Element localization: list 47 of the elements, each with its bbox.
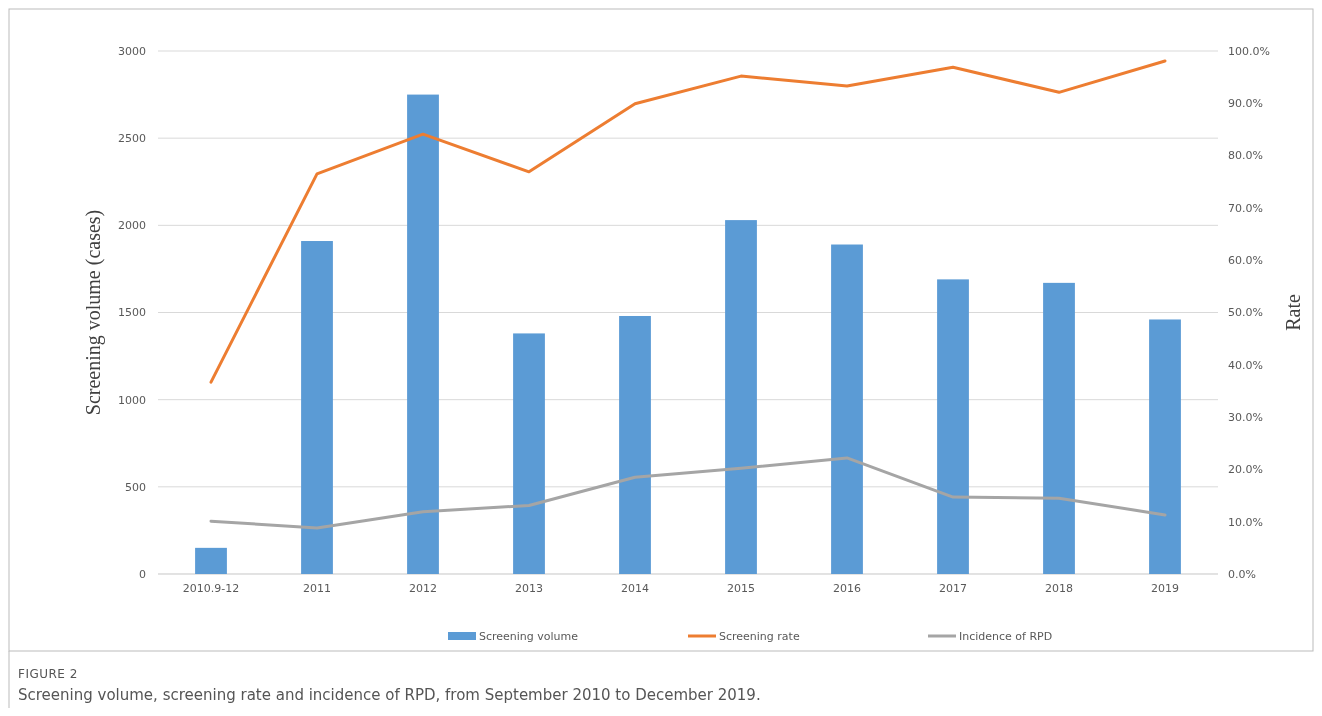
bar: [619, 315, 651, 574]
x-tick-label: 2010.9-12: [182, 582, 240, 595]
x-tick-label: 2015: [727, 582, 755, 595]
bar: [831, 244, 863, 574]
bar: [725, 220, 757, 574]
bar: [1149, 319, 1181, 574]
line-series: [209, 59, 1167, 384]
y-tick-label: 2500: [118, 132, 146, 146]
bar: [301, 241, 333, 574]
y2-axis-title: Rate: [1282, 294, 1304, 331]
line-series: [209, 456, 1167, 530]
y2-tick-label: 20.0%: [1228, 463, 1263, 477]
bar: [407, 94, 439, 574]
y2-tick-label: 100.0%: [1228, 44, 1270, 58]
text: FIGURE 2: [18, 667, 78, 681]
y-tick-label: 3000: [118, 44, 146, 58]
y-tick-label: 1500: [118, 306, 146, 320]
y2-tick-label: 80.0%: [1228, 149, 1263, 163]
y-axis-title: Screening volume (cases): [82, 209, 105, 416]
y2-tick-label: 60.0%: [1228, 254, 1263, 268]
y-tick-label: 1000: [118, 393, 146, 407]
x-tick-label: 2011: [303, 582, 331, 595]
x-tick-label: 2014: [621, 582, 649, 595]
y2-tick-label: 10.0%: [1228, 515, 1263, 529]
bar: [1043, 282, 1075, 574]
bar: [513, 333, 545, 574]
y-tick-label: 0: [139, 567, 146, 581]
x-tick-label: 2019: [1151, 582, 1179, 595]
y2-tick-label: 70.0%: [1228, 201, 1263, 215]
text: Screening volume, screening rate and incidence of RPD, from September 2010 to December 2019.: [18, 686, 761, 704]
legend-label: Screening rate: [719, 629, 800, 643]
x-tick-label: 2018: [1045, 582, 1073, 595]
y-tick-label: 500: [125, 480, 146, 494]
y2-tick-label: 0.0%: [1228, 567, 1256, 581]
bar: [195, 547, 227, 574]
legend-label: Screening volume: [479, 629, 579, 643]
x-tick-label: 2012: [409, 582, 437, 595]
bar: [937, 279, 969, 574]
y2-tick-label: 50.0%: [1228, 306, 1263, 320]
y2-tick-label: 40.0%: [1228, 358, 1263, 372]
y-tick-label: 2000: [118, 219, 146, 233]
y2-tick-label: 30.0%: [1228, 410, 1263, 424]
x-tick-label: 2013: [515, 582, 543, 595]
x-tick-label: 2016: [833, 582, 861, 595]
legend-label: Incidence of RPD: [959, 629, 1053, 643]
y2-tick-label: 90.0%: [1228, 97, 1263, 111]
x-tick-label: 2017: [939, 582, 967, 595]
